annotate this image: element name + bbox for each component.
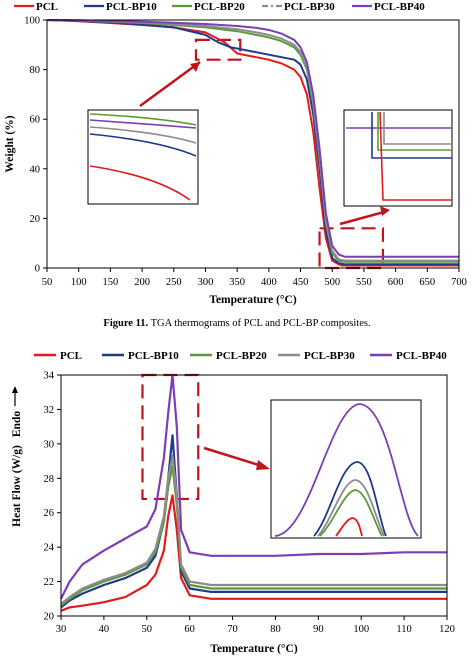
dsc-y-tick-label: 34 [44,371,55,382]
tga-arrow-2 [339,210,385,226]
tga-y-tick-label: 20 [30,214,41,225]
tga-inset1-bp40 [89,119,197,129]
tga-inset1-bp30 [89,126,197,144]
tga-x-tick-label: 650 [419,277,435,288]
dsc-x-tick-label: 70 [227,624,238,635]
dsc-y-axis-title: Heat Flow (W/g) [11,445,23,527]
dsc-y-tick-label: 26 [44,508,55,519]
dsc-y-tick-label: 30 [44,439,55,450]
tga-chart-svg: 50 100 150 200 250 300 350 400 450 500 550 600 650 70… [4,1,467,306]
tga-inset1-bp20 [89,113,197,126]
tga-x-tick-label: 700 [451,277,467,288]
dsc-legend-label: PCL-BP20 [216,350,267,362]
dsc-arrow [203,446,263,468]
dsc-inset-bp40 [274,403,419,537]
dsc-plot-frame [60,374,448,617]
dsc-chart: 30 40 50 60 70 80 90 100 110 120 20 22 24 26 28 30 32 34 T… [0,338,474,659]
tga-inset1-bp10 [89,133,197,157]
tga-arrow-1-head [190,62,200,72]
dsc-x-tick-label: 110 [396,624,411,635]
tga-y-tick-label: 60 [30,115,41,126]
tga-y-tick-label: 80 [30,65,41,76]
tga-inset1-pcl [89,165,191,201]
dsc-inset-bp20 [319,489,383,537]
tga-x-tick-label: 100 [71,277,87,288]
dsc-arrow-head [256,460,270,470]
dsc-endo-label: Endo [11,411,23,437]
tga-inset-1 [87,109,199,205]
tga-arrow-1 [139,60,201,108]
dsc-series-pcl-bp30 [60,454,447,605]
tga-x-tick-label: 200 [134,277,150,288]
dsc-series-pcl-bp40 [60,373,447,600]
dsc-inset-bp10 [313,461,387,537]
dsc-legend-label: PCL [60,350,82,362]
tga-series-pcl-bp10 [46,19,459,266]
dsc-x-tick-label: 60 [184,624,195,635]
dsc-legend-label: PCL-BP30 [304,350,355,362]
dsc-x-tick-label: 80 [270,624,281,635]
tga-x-tick-label: 250 [166,277,182,288]
dsc-y-tick-label: 32 [44,405,55,416]
dsc-legend-label: PCL-BP10 [128,350,179,362]
tga-x-tick-label: 500 [324,277,340,288]
dsc-x-axis-title: Temperature (°C) [210,643,297,655]
dsc-x-tick-label: 50 [142,624,153,635]
tga-series-pcl-bp40 [46,19,459,258]
tga-inset2-bp10 [371,112,452,159]
tga-arrow-2-head [380,206,390,216]
tga-legend-label: PCL-BP30 [284,1,335,13]
tga-inset2-bp20 [377,112,452,151]
dsc-x-tick-label: 90 [313,624,324,635]
dsc-y-tick-label: 22 [44,577,55,588]
dsc-x-tick-label: 100 [353,624,369,635]
tga-x-axis-title: Temperature (°C) [209,294,296,306]
dsc-series-pcl [60,494,447,612]
tga-legend-label: PCL-BP10 [106,1,157,13]
dsc-x-tick-label: 120 [439,624,455,635]
dsc-chart-svg: 30 40 50 60 70 80 90 100 110 120 20 22 24 26 28 30 32 34 T… [11,350,455,655]
caption-label: Figure 11. [103,318,149,329]
tga-x-tick-label: 550 [356,277,372,288]
dsc-x-tick-label: 30 [56,624,67,635]
dsc-x-tick-label: 40 [99,624,110,635]
tga-x-tick-label: 300 [198,277,214,288]
figure-caption: Figure 11. TGA thermograms of PCL and PC… [0,318,474,329]
tga-inset2-bp30 [383,112,452,145]
caption-text: TGA thermograms of PCL and PCL-BP compos… [148,318,371,329]
dsc-y-tick-label: 20 [44,612,55,623]
tga-legend-label: PCL-BP20 [194,1,245,13]
tga-y-tick-label: 40 [30,164,41,175]
endo-arrow-head-icon [12,386,18,393]
tga-x-tick-label: 50 [42,277,53,288]
dsc-y-tick-label: 24 [44,543,55,554]
tga-y-axis-title: Weight (%) [4,115,16,172]
tga-y-tick-label: 0 [35,264,40,275]
dsc-inset-bp30 [317,479,385,537]
dsc-inset-pcl [335,517,363,537]
tga-x-tick-label: 600 [388,277,404,288]
tga-y-tick-label: 100 [24,16,40,27]
dsc-legend-label: PCL-BP40 [396,350,447,362]
tga-legend-label: PCL [36,1,58,13]
tga-x-tick-label: 350 [229,277,245,288]
tga-series-pcl-bp30 [46,19,459,262]
tga-x-tick-label: 400 [261,277,277,288]
tga-legend-label: PCL-BP40 [374,1,425,13]
tga-x-tick-label: 150 [103,277,119,288]
tga-x-tick-label: 450 [293,277,309,288]
tga-inset2-pcl [379,111,452,201]
dsc-series-pcl-bp10 [60,434,447,609]
dsc-y-tick-label: 28 [44,474,55,485]
dsc-inset [270,399,422,539]
tga-plot-frame [46,19,460,269]
tga-chart: 50 100 150 200 250 300 350 400 450 500 550 600 650 70… [0,0,474,310]
